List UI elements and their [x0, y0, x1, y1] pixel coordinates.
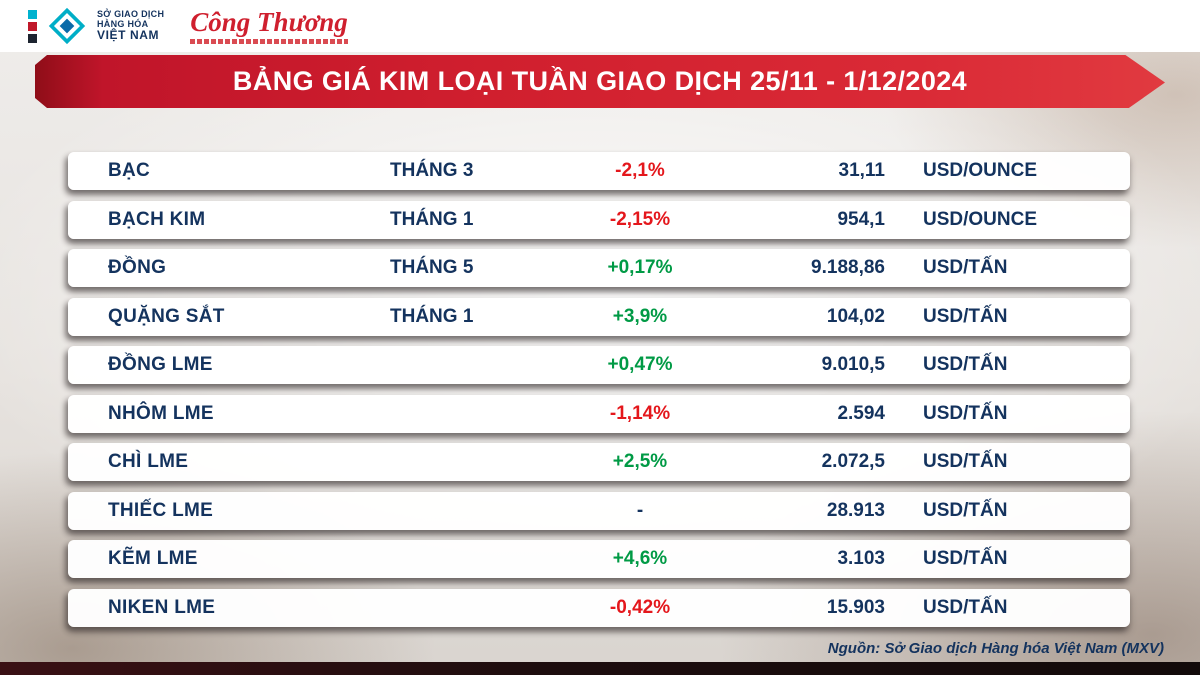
row-name: KẼM LME — [108, 548, 198, 569]
row-change: -2,1% — [615, 160, 665, 181]
row-price: 28.913 — [826, 499, 885, 521]
table-row: NIKEN LME -0,42% 15.903 USD/TẤN — [68, 588, 1130, 627]
mxv-logo-line2: HÀNG HÓA — [97, 19, 149, 30]
row-name: BẠCH KIM — [108, 208, 206, 230]
page-title: BẢNG GIÁ KIM LOẠI TUẦN GIAO DỊCH 25/11 -… — [232, 66, 968, 96]
bottom-bar — [0, 662, 1200, 675]
mxv-logo-line1: SỞ GIAO DỊCH — [97, 9, 165, 20]
row-name: BẠC — [108, 160, 151, 181]
row-name: ĐỒNG — [108, 257, 167, 278]
table-row: QUẶNG SẮT THÁNG 1 +3,9% 104,02 USD/TẤN — [68, 297, 1130, 336]
logo-accent-squares — [28, 9, 37, 43]
accent-square-dark — [28, 33, 37, 43]
row-name: QUẶNG SẮT — [108, 305, 225, 327]
row-change: +0,47% — [607, 354, 673, 375]
row-unit: USD/OUNCE — [923, 208, 1038, 230]
congthuong-logo-text: Công Thương — [190, 6, 348, 37]
row-change: +2,5% — [612, 451, 668, 472]
table-row: CHÌ LME +2,5% 2.072,5 USD/TẤN — [68, 443, 1130, 481]
row-month: THÁNG 3 — [390, 160, 474, 181]
table-row: ĐỒNG THÁNG 5 +0,17% 9.188,86 USD/TẤN — [68, 249, 1130, 287]
row-price: 3.103 — [837, 548, 885, 569]
row-unit: USD/TẤN — [923, 596, 1008, 618]
row-change: -0,42% — [609, 596, 671, 618]
table-row: ĐỒNG LME +0,47% 9.010,5 USD/TẤN — [68, 346, 1130, 384]
row-name: THIẾC LME — [108, 499, 214, 521]
table-row: THIẾC LME - 28.913 USD/TẤN — [68, 491, 1130, 530]
row-name: NHÔM LME — [108, 402, 214, 424]
price-table: BẠC THÁNG 3 -2,1% 31,11 USD/OUNCE BẠCH K… — [68, 152, 1130, 627]
congthuong-logo: Công Thương — [190, 6, 349, 44]
row-price: 104,02 — [826, 305, 885, 327]
row-unit: USD/OUNCE — [923, 160, 1038, 181]
row-unit: USD/TẤN — [923, 305, 1008, 327]
row-unit: USD/TẤN — [923, 257, 1008, 278]
row-price: 31,11 — [838, 160, 886, 181]
source-note: Nguồn: Sở Giao dịch Hàng hóa Việt Nam (M… — [827, 640, 1164, 657]
congthuong-logo-subtext — [190, 38, 349, 44]
mxv-logo-icon — [48, 7, 86, 45]
row-change: -1,14% — [609, 402, 671, 424]
accent-square-red — [28, 21, 37, 31]
row-change: +4,6% — [612, 548, 668, 569]
row-change: +3,9% — [612, 305, 668, 327]
row-price: 2.072,5 — [821, 451, 885, 472]
row-change: - — [636, 499, 644, 521]
row-unit: USD/TẤN — [923, 402, 1008, 424]
table-row: BẠC THÁNG 3 -2,1% 31,11 USD/OUNCE — [68, 152, 1130, 190]
table-row: NHÔM LME -1,14% 2.594 USD/TẤN — [68, 394, 1130, 433]
row-unit: USD/TẤN — [923, 548, 1008, 569]
row-unit: USD/TẤN — [923, 451, 1008, 472]
row-name: CHÌ LME — [108, 451, 189, 472]
row-price: 954,1 — [837, 208, 885, 230]
header-bar: SỞ GIAO DỊCH HÀNG HÓA VIỆT NAM Công Thươ… — [0, 0, 1200, 52]
row-month: THÁNG 1 — [390, 305, 474, 327]
row-price: 9.010,5 — [821, 354, 885, 375]
row-change: -2,15% — [609, 208, 671, 230]
row-name: ĐỒNG LME — [108, 354, 213, 375]
row-name: NIKEN LME — [108, 596, 216, 618]
row-price: 9.188,86 — [811, 257, 885, 278]
row-change: +0,17% — [607, 257, 673, 278]
table-row: KẼM LME +4,6% 3.103 USD/TẤN — [68, 540, 1130, 578]
accent-square-cyan — [28, 9, 37, 19]
mxv-logo-line3: VIỆT NAM — [97, 28, 160, 43]
row-month: THÁNG 5 — [390, 257, 474, 278]
title-banner: BẢNG GIÁ KIM LOẠI TUẦN GIAO DỊCH 25/11 -… — [35, 55, 1165, 108]
mxv-logo-text: SỞ GIAO DỊCH HÀNG HÓA VIỆT NAM — [97, 9, 164, 43]
row-price: 15.903 — [826, 596, 885, 618]
row-unit: USD/TẤN — [923, 499, 1008, 521]
row-month: THÁNG 1 — [390, 208, 474, 230]
row-unit: USD/TẤN — [923, 354, 1008, 375]
table-row: BẠCH KIM THÁNG 1 -2,15% 954,1 USD/OUNCE — [68, 200, 1130, 239]
row-price: 2.594 — [837, 402, 885, 424]
